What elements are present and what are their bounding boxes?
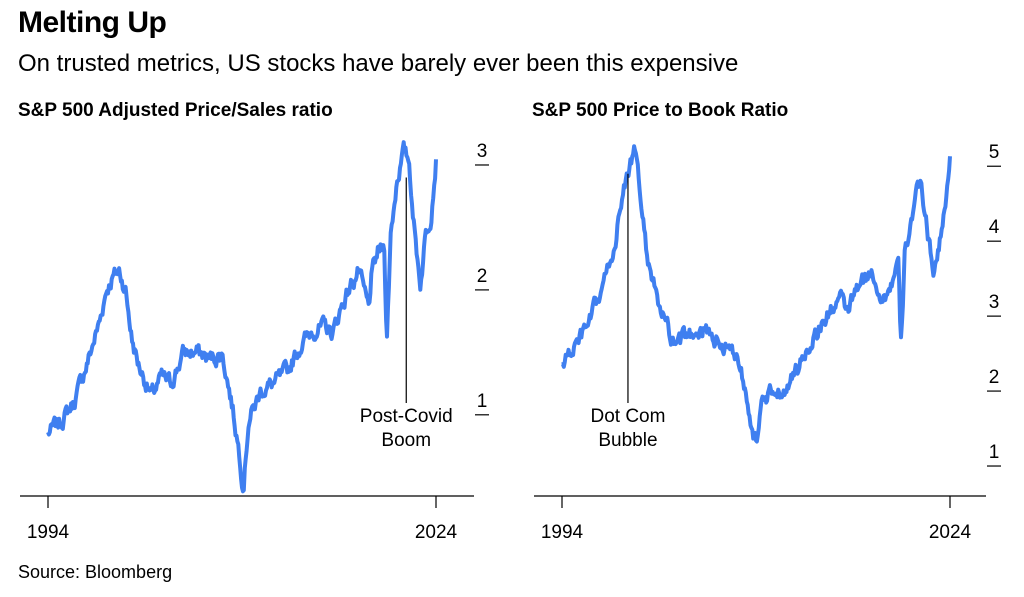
panel-price-sales: 1994 2024 1 2 3 Post-Covid Boom [20, 140, 489, 543]
series-line [46, 140, 438, 494]
source-note: Source: Bloomberg [18, 562, 173, 582]
y-tick-label: 1 [477, 391, 488, 412]
x-tick-label: 2024 [415, 522, 458, 543]
chart-title-price-sales: S&P 500 Adjusted Price/Sales ratio [18, 100, 333, 121]
page-subtitle: On trusted metrics, US stocks have barel… [18, 50, 739, 77]
y-tick-label: 2 [477, 266, 488, 287]
panel-price-book: 1994 2024 1 2 3 4 5 Dot Com Bubble [534, 142, 1001, 543]
y-tick-label: 4 [989, 217, 1000, 238]
annotation-label-line1: Dot Com [590, 406, 665, 427]
y-tick-label: 5 [989, 142, 1000, 163]
x-tick-label: 2024 [929, 522, 972, 543]
page-title: Melting Up [18, 6, 167, 39]
annotation-label-line1: Post-Covid [360, 406, 453, 427]
chart-title-price-book: S&P 500 Price to Book Ratio [532, 100, 789, 121]
y-tick-label: 1 [989, 442, 1000, 463]
series-line [560, 144, 952, 444]
y-tick-label: 3 [989, 292, 1000, 313]
annotation-label-line2: Boom [381, 430, 431, 451]
annotation-label-line2: Bubble [598, 430, 657, 451]
x-tick-label: 1994 [541, 522, 584, 543]
y-tick-label: 3 [477, 141, 488, 162]
y-tick-label: 2 [989, 367, 1000, 388]
x-tick-label: 1994 [27, 522, 70, 543]
